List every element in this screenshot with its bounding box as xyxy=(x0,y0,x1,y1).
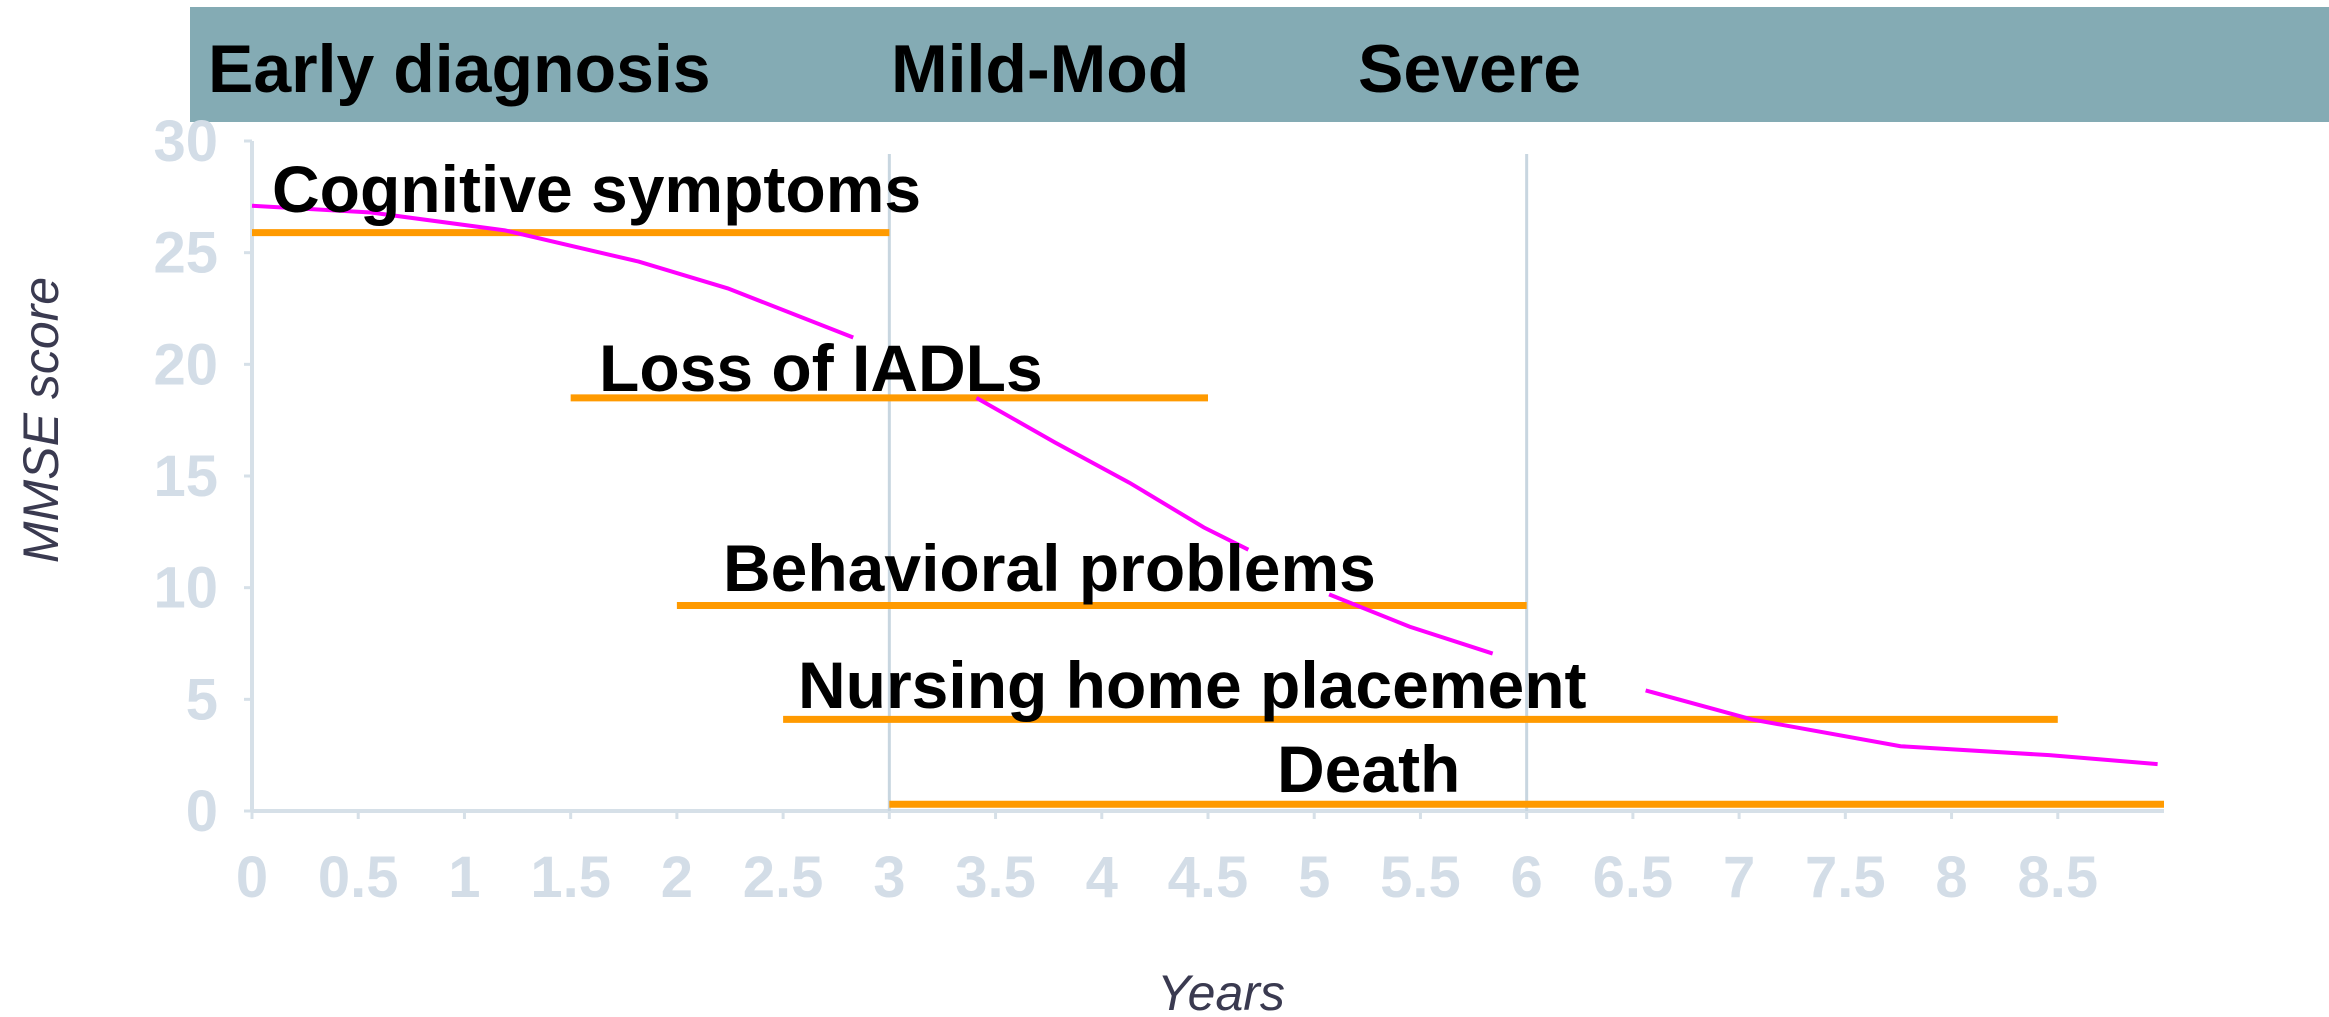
x-tick-label: 4.5 xyxy=(1168,845,1249,910)
x-tick-label: 3 xyxy=(873,845,905,910)
x-tick-label: 6.5 xyxy=(1593,845,1674,910)
stage-label: Mild-Mod xyxy=(891,31,1189,107)
stage-header xyxy=(190,7,2329,122)
x-tick-label: 3.5 xyxy=(955,845,1036,910)
stage-label: Severe xyxy=(1358,31,1581,107)
x-tick-label: 0.5 xyxy=(318,845,399,910)
x-tick-label: 0 xyxy=(236,845,268,910)
x-tick-label: 2.5 xyxy=(743,845,824,910)
x-tick-label: 5 xyxy=(1298,845,1330,910)
y-tick-label: 0 xyxy=(186,779,218,844)
range-label: Nursing home placement xyxy=(798,648,1587,722)
range-label: Death xyxy=(1277,732,1460,806)
range-label: Cognitive symptoms xyxy=(272,152,921,226)
x-tick-label: 6 xyxy=(1511,845,1543,910)
x-axis-title: Years xyxy=(1157,965,1285,1017)
x-tick-label: 2 xyxy=(661,845,693,910)
decline-line xyxy=(251,203,2158,767)
x-tick-label: 4 xyxy=(1086,845,1118,910)
x-tick-label: 1.5 xyxy=(530,845,611,910)
range-label: Loss of IADLs xyxy=(599,331,1043,405)
x-tick-label: 7.5 xyxy=(1805,845,1886,910)
stage-label: Early diagnosis xyxy=(208,31,711,107)
y-tick-label: 25 xyxy=(153,221,218,286)
x-tick-label: 8 xyxy=(1935,845,1967,910)
y-tick-label: 30 xyxy=(153,109,218,174)
y-tick-label: 10 xyxy=(153,556,218,621)
y-tick-label: 20 xyxy=(153,332,218,397)
x-tick-label: 1 xyxy=(448,845,480,910)
x-tick-label: 8.5 xyxy=(2017,845,2098,910)
x-tick-label: 7 xyxy=(1723,845,1755,910)
y-axis-title: MMSE score xyxy=(13,277,69,563)
range-label: Behavioral problems xyxy=(723,531,1376,605)
y-tick-label: 15 xyxy=(153,444,218,509)
y-tick-label: 5 xyxy=(186,667,218,732)
x-tick-label: 5.5 xyxy=(1380,845,1461,910)
